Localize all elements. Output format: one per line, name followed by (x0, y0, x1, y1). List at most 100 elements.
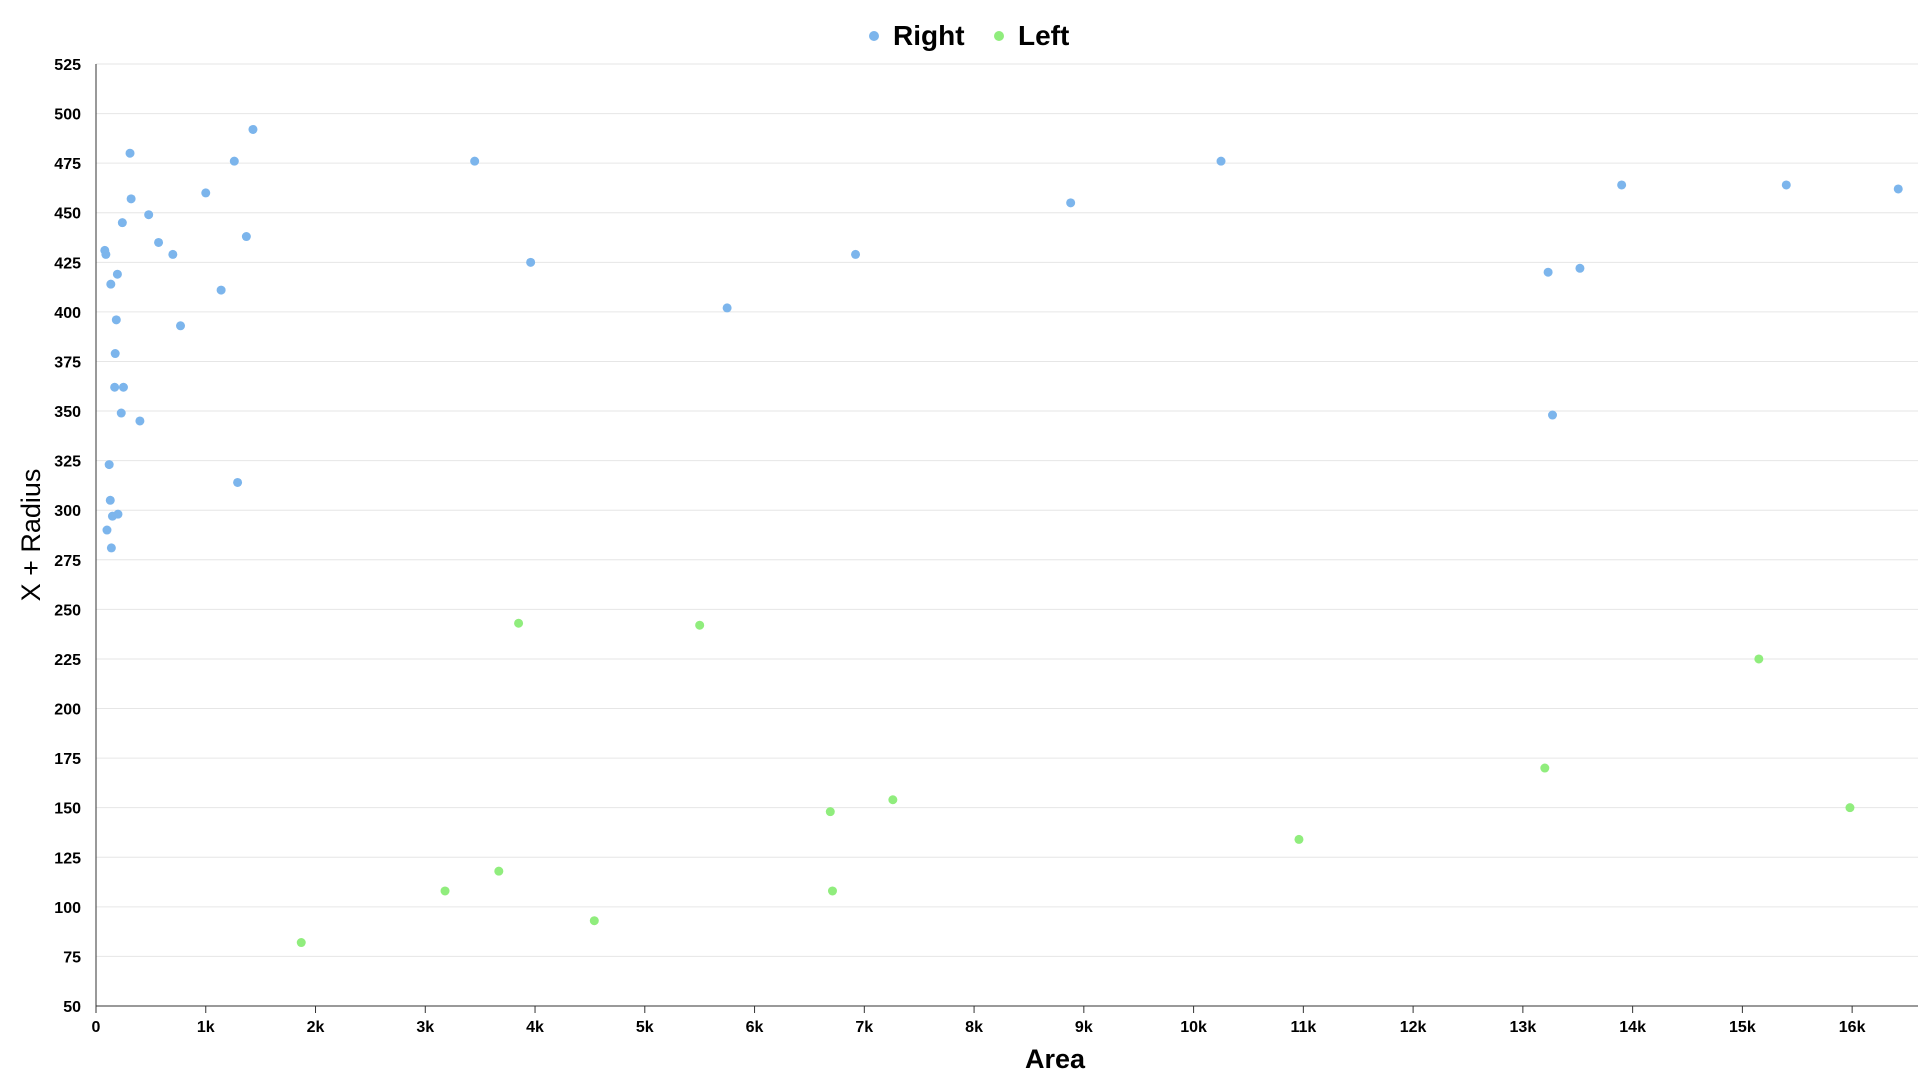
y-tick-label: 150 (54, 801, 81, 818)
x-axis-ticks: 0 1k 2k 3k 4k 5k 6k 7k 8k 9k 10k 11k 12k 13k 14k 15k 16k (92, 1006, 1866, 1036)
point-left (494, 866, 504, 876)
point-left (825, 807, 835, 817)
x-tick-label: 14k (1619, 1019, 1646, 1036)
x-tick-label: 4k (526, 1019, 544, 1036)
point-left (827, 886, 837, 896)
x-tick-label: 13k (1510, 1019, 1537, 1036)
x-tick-label: 1k (197, 1019, 215, 1036)
point-right (241, 232, 251, 242)
y-tick-label: 375 (54, 354, 81, 371)
y-tick-label: 125 (54, 850, 81, 867)
y-tick-label: 200 (54, 702, 81, 719)
x-tick-label: 11k (1290, 1019, 1316, 1036)
point-right (125, 148, 135, 158)
point-right (248, 124, 258, 134)
point-right (233, 477, 243, 487)
point-right (1575, 263, 1585, 273)
point-right (101, 249, 111, 259)
y-tick-label: 500 (54, 107, 81, 124)
legend-label: Right (893, 20, 965, 51)
point-right (105, 495, 115, 505)
x-tick-label: 3k (416, 1019, 434, 1036)
y-tick-label: 475 (54, 156, 81, 173)
y-axis-ticks: 50 75 100 125 150 175 200 225 250 275 300 325 350 375… (54, 57, 81, 1016)
x-tick-label: 5k (636, 1019, 654, 1036)
x-tick-label: 16k (1839, 1019, 1866, 1036)
series-left (296, 618, 1855, 948)
y-tick-label: 225 (54, 652, 81, 669)
point-right (229, 156, 239, 166)
y-axis-title: X + Radius (16, 469, 46, 602)
point-right (113, 509, 123, 519)
point-right (135, 416, 145, 426)
y-tick-label: 425 (54, 255, 81, 272)
y-tick-label: 175 (54, 751, 81, 768)
point-left (440, 886, 450, 896)
legend-marker (869, 31, 879, 41)
point-right (110, 382, 120, 392)
axes (95, 64, 1918, 1007)
x-tick-label: 2k (307, 1019, 325, 1036)
point-right (851, 249, 861, 259)
data-points (100, 124, 1903, 948)
x-tick-label: 9k (1075, 1019, 1093, 1036)
point-right (111, 315, 121, 325)
point-left (589, 916, 599, 926)
legend-label: Left (1018, 20, 1069, 51)
point-right (176, 321, 186, 331)
x-tick-label: 0 (92, 1019, 101, 1036)
point-right (112, 269, 122, 279)
x-tick-label: 15k (1729, 1019, 1756, 1036)
point-right (470, 156, 480, 166)
point-right (1548, 410, 1558, 420)
point-right (216, 285, 226, 295)
x-tick-label: 7k (855, 1019, 873, 1036)
gridlines (96, 63, 1918, 957)
point-left (1754, 654, 1764, 664)
point-right (110, 349, 120, 359)
point-right (126, 194, 136, 204)
point-right (118, 382, 128, 392)
point-right (102, 525, 112, 535)
y-tick-label: 450 (54, 206, 81, 223)
y-tick-label: 300 (54, 503, 81, 520)
y-tick-label: 350 (54, 404, 81, 421)
legend-item-right[interactable]: Right (869, 20, 965, 51)
legend-item-left[interactable]: Left (994, 20, 1069, 51)
y-tick-label: 50 (63, 999, 81, 1016)
point-left (1845, 803, 1855, 813)
point-right (1066, 198, 1076, 208)
point-right (104, 460, 114, 470)
x-tick-label: 12k (1400, 1019, 1427, 1036)
point-left (1540, 763, 1550, 773)
point-right (722, 303, 732, 313)
y-tick-label: 525 (54, 57, 81, 74)
point-left (514, 618, 524, 628)
point-right (1216, 156, 1226, 166)
legend-marker (994, 31, 1004, 41)
point-right (1781, 180, 1791, 190)
y-tick-label: 275 (54, 553, 81, 570)
point-right (1893, 184, 1903, 194)
point-right (168, 249, 178, 259)
point-right (201, 188, 211, 198)
y-tick-label: 100 (54, 900, 81, 917)
y-tick-label: 250 (54, 602, 81, 619)
point-right (106, 279, 116, 289)
series-right (100, 124, 1903, 553)
point-right (154, 237, 164, 247)
point-right (144, 210, 154, 220)
x-axis-title: Area (1025, 1044, 1086, 1074)
legend[interactable]: Right Left (869, 20, 1069, 51)
point-left (695, 620, 705, 630)
point-left (296, 938, 306, 948)
point-right (117, 218, 127, 228)
point-right (106, 543, 116, 553)
y-tick-label: 325 (54, 454, 81, 471)
point-right (526, 257, 536, 267)
point-right (1543, 267, 1553, 277)
point-left (1294, 834, 1304, 844)
point-right (1617, 180, 1627, 190)
x-tick-label: 6k (746, 1019, 764, 1036)
